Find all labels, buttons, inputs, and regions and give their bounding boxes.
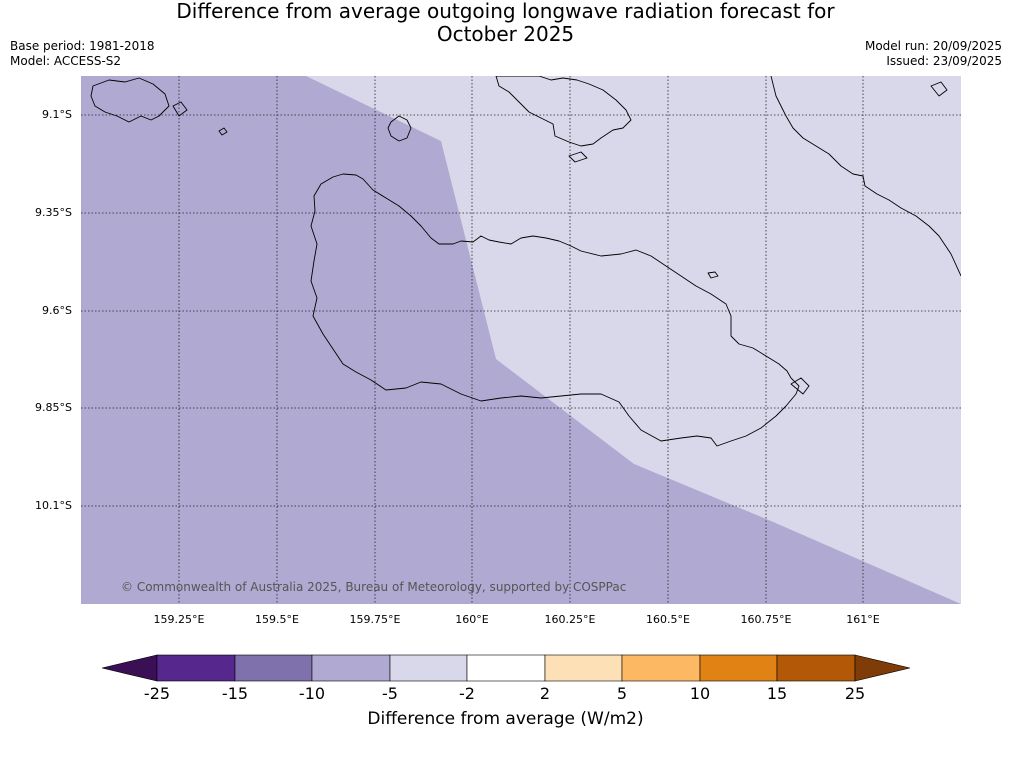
colorbar-extend-high: [854, 654, 911, 682]
lon-label: 160.25°E: [544, 613, 596, 626]
zone-darker: [81, 76, 961, 604]
colorbar-tick: 10: [689, 684, 711, 703]
russell-islet: [172, 101, 188, 117]
meta-right: Model run: 20/09/2025 Issued: 23/09/2025: [865, 39, 1002, 69]
guadalcanal-coast: [310, 173, 800, 447]
meta-left: Base period: 1981-2018 Model: ACCESS-S2: [10, 39, 155, 69]
lat-label: 9.35°S: [35, 206, 72, 219]
lat-label: 10.1°S: [35, 499, 72, 512]
east-coast-shoreline: [770, 76, 961, 277]
colorbar-tick: -25: [143, 684, 171, 703]
nggela-islet: [568, 151, 588, 163]
coastlines: [90, 76, 961, 447]
title-line-2: October 2025: [436, 22, 575, 46]
colorbar-tick: 15: [766, 684, 788, 703]
title-line-1: Difference from average outgoing longwav…: [176, 0, 835, 23]
colorbar-tick: -2: [459, 684, 475, 703]
lon-label: 159.25°E: [153, 613, 205, 626]
colorbar: [101, 654, 911, 682]
lat-label: 9.85°S: [35, 401, 72, 414]
marau-islets: [790, 377, 810, 395]
model-text: Model: ACCESS-S2: [10, 54, 122, 68]
lat-label: 9.6°S: [42, 304, 72, 317]
colorbar-tick: -15: [221, 684, 249, 703]
lon-label: 160.5°E: [646, 613, 690, 626]
colorbar-segment: [466, 654, 546, 682]
colorbar-segment: [621, 654, 701, 682]
small-islet-west: [218, 127, 228, 136]
graticule: [81, 76, 961, 604]
colorbar-segment: [776, 654, 856, 682]
colorbar-tick: 5: [616, 684, 628, 703]
lon-label: 160.75°E: [740, 613, 792, 626]
colorbar-tick: 25: [844, 684, 866, 703]
colorbar-tick: 2: [539, 684, 551, 703]
map-canvas: [81, 76, 961, 604]
lat-label: 9.1°S: [42, 108, 72, 121]
colorbar-tick: -5: [382, 684, 398, 703]
colorbar-segment: [699, 654, 778, 682]
nggela-islands: [495, 76, 632, 147]
chart-title: Difference from average outgoing longwav…: [0, 0, 1011, 46]
base-period-text: Base period: 1981-2018: [10, 39, 155, 53]
north-east-islet: [930, 81, 948, 97]
small-islet-east: [707, 271, 719, 279]
lon-label: 161°E: [846, 613, 880, 626]
colorbar-segment: [544, 654, 623, 682]
colorbar-segment: [389, 654, 468, 682]
lon-label: 159.5°E: [255, 613, 299, 626]
lon-label: 159.75°E: [349, 613, 401, 626]
russell-islands: [90, 77, 170, 123]
model-run-text: Model run: 20/09/2025: [864, 39, 1002, 53]
colorbar-label: Difference from average (W/m2): [367, 709, 644, 729]
lon-label: 160°E: [455, 613, 489, 626]
colorbar-segment: [311, 654, 391, 682]
colorbar-segment: [156, 654, 236, 682]
map-panel: © Commonwealth of Australia 2025, Bureau…: [81, 76, 961, 604]
issued-text: Issued: 23/09/2025: [886, 54, 1002, 68]
copyright-text: © Commonwealth of Australia 2025, Bureau…: [121, 580, 627, 594]
savo-island: [387, 115, 412, 142]
colorbar-extend-low: [101, 654, 158, 682]
colorbar-segment: [234, 654, 313, 682]
colorbar-tick: -10: [298, 684, 326, 703]
